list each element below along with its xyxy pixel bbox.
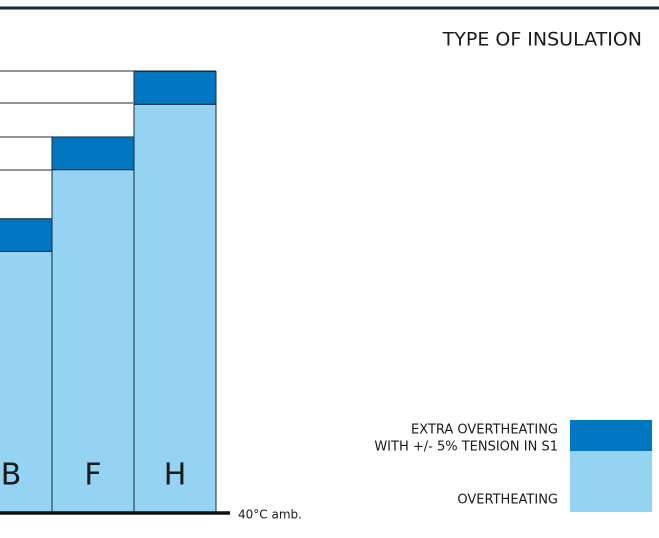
bar-segment: [0, 218, 53, 252]
legend: OVERTHEATING EXTRA OVERTHEATING WITH +/- 5…: [374, 420, 652, 512]
bar-segment: [133, 103, 217, 514]
category-label: H: [164, 458, 187, 493]
legend-label: OVERTHEATING: [457, 493, 558, 508]
legend-label: WITH +/- 5% TENSION IN S1: [374, 440, 558, 455]
baseline-label: 40°C amb.: [238, 508, 302, 522]
bar-segment: [51, 136, 135, 171]
category-label: F: [84, 458, 101, 493]
category-label: B: [1, 458, 22, 493]
bar-segment: [133, 71, 217, 105]
legend-label: EXTRA OVERTHEATING: [411, 423, 558, 438]
legend-swatch: [570, 451, 652, 512]
chart-title: TYPE OF INSULATION: [442, 29, 642, 51]
legend-swatch: [570, 420, 652, 451]
bar-segment: [0, 250, 53, 514]
